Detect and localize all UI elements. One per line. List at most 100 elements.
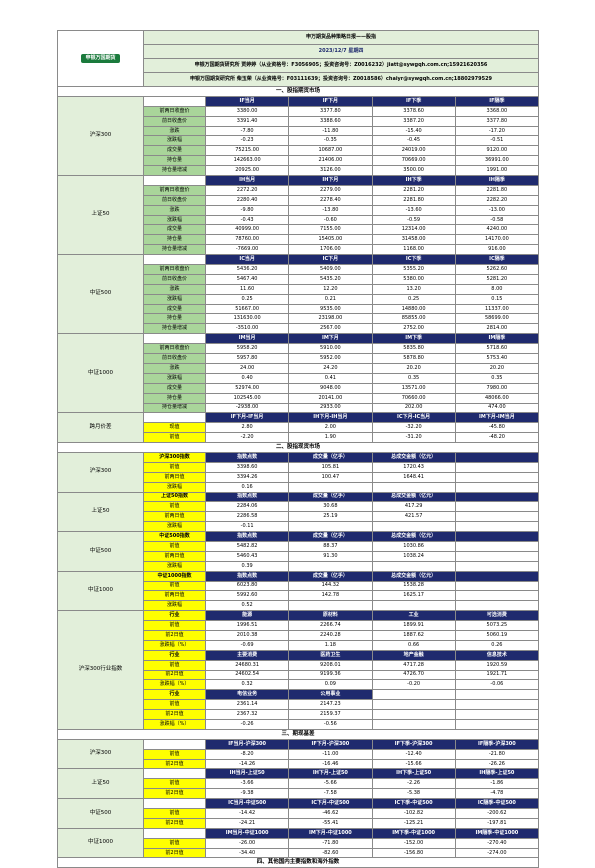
empty-cell: [143, 175, 206, 186]
value-cell: -0.56: [288, 719, 373, 730]
value-cell: -0.23: [204, 135, 290, 147]
value-cell: -7669.00: [204, 244, 290, 256]
row-label: 前2日值: [143, 629, 206, 641]
value-cell: 78760.00: [204, 234, 290, 246]
value-cell: -0.20: [371, 679, 456, 691]
row-label: 前两日收盘价: [143, 184, 206, 196]
block-label: 沪深300: [57, 95, 144, 177]
value-cell: 5380.00: [371, 273, 456, 285]
value-cell: -0.11: [204, 521, 290, 533]
value-cell: -14.42: [204, 808, 290, 819]
column-header: IM隔季-中证1000: [454, 827, 540, 839]
value-cell: 2272.20: [204, 184, 290, 196]
value-cell: 7155.00: [288, 224, 373, 236]
row-label: 持仓量: [143, 392, 206, 404]
column-header: 指数点数: [204, 491, 290, 503]
value-cell: -0.60: [288, 214, 373, 226]
value-cell: -3510.00: [204, 323, 290, 335]
table-row: 三、期现基差: [57, 728, 539, 740]
value-cell: 3387.20: [371, 115, 456, 127]
value-cell: -13.00: [454, 204, 540, 216]
block-label: 中证1000: [57, 570, 144, 612]
value-cell: -11.00: [288, 748, 373, 760]
value-cell: 100.47: [288, 471, 373, 483]
row-label: 前日收盘价: [143, 273, 206, 285]
table-row: 申银万国期货 申万期货品种策略日报——股指: [57, 30, 539, 87]
value-cell: 24680.31: [204, 659, 290, 671]
value-cell: 88.37: [288, 540, 373, 552]
value-cell: 48066.00: [454, 392, 540, 404]
value-cell: -11.80: [288, 125, 373, 137]
value-cell: 1899.91: [371, 620, 456, 631]
value-cell: 20141.00: [288, 392, 373, 404]
empty-cell: [371, 709, 456, 720]
section-title: 三、期现基差: [57, 728, 539, 740]
column-header: IF隔季: [454, 95, 540, 107]
value-cell: -0.06: [454, 679, 540, 691]
table-row: 前值 2361.14 2147.23: [58, 699, 540, 711]
table-row: 沪深300行业指数 行业 能源 原材料 工业 可选消费: [57, 610, 540, 730]
value-cell: 1625.17: [371, 590, 456, 602]
value-cell: 36991.00: [454, 155, 540, 167]
value-cell: 30.68: [288, 501, 373, 513]
value-cell: 1996.51: [204, 620, 290, 631]
column-header: 成交量（亿手）: [288, 531, 373, 542]
table-row: 四、其他国内主要指数和海外指数: [57, 857, 539, 868]
column-header: 指数点数: [204, 451, 290, 463]
value-cell: -24.21: [204, 817, 290, 829]
row-label: 前2日值: [143, 709, 206, 720]
report-title: 申万期货品种策略日报——股指: [143, 30, 539, 45]
row-label: 前值: [143, 778, 206, 790]
value-cell: 5073.25: [454, 620, 540, 631]
row-label: 前两日值: [143, 471, 206, 483]
table-row: 前日收盘价 5467.40 5435.20 5380.00 5281.20: [58, 273, 540, 285]
value-cell: 0.35: [371, 372, 456, 384]
column-header: 成交量（亿手）: [288, 491, 373, 503]
row-label: 成交量: [143, 382, 206, 394]
value-cell: -71.80: [288, 837, 373, 849]
empty-cell: [371, 699, 456, 711]
column-header: IC下季: [371, 254, 456, 266]
value-cell: 12.20: [288, 283, 373, 295]
row-label: 持仓量增减: [143, 165, 206, 177]
value-cell: 3126.00: [288, 165, 373, 177]
value-cell: 3368.00: [454, 105, 540, 117]
index-name: 沪深300指数: [143, 451, 206, 463]
row-label: 前两日值: [143, 590, 206, 602]
value-cell: 13.20: [371, 283, 456, 295]
page: 申银万国期货 申万期货品种策略日报——股指 2023/12/7 星期四 申银万国期货研…: [57, 30, 540, 868]
table-row: 2023/12/7 星期四: [58, 44, 539, 59]
empty-cell: [454, 481, 540, 493]
value-cell: -46.62: [288, 808, 373, 819]
value-cell: -16.46: [288, 758, 373, 770]
row-label: 涨跌幅: [143, 135, 206, 147]
value-cell: 2752.00: [371, 323, 456, 335]
column-header: IM下月-IM当月: [454, 412, 540, 424]
value-cell: 102545.00: [204, 392, 290, 404]
value-cell: 4240.00: [454, 224, 540, 236]
value-cell: 5878.80: [371, 353, 456, 364]
value-cell: 5718.60: [454, 343, 540, 355]
row-label: 现值: [143, 422, 206, 434]
block-label: 上证50: [57, 175, 144, 256]
value-cell: 1887.62: [371, 629, 456, 641]
value-cell: 2281.80: [371, 194, 456, 206]
table-row: 沪深300 沪深300指数 指数点数 成交量（亿手） 总成交金额（亿元）: [57, 451, 540, 493]
value-cell: -34.40: [204, 847, 290, 859]
empty-cell: [454, 719, 540, 730]
value-cell: 11337.00: [454, 303, 540, 315]
block-label: 沪深300: [57, 451, 144, 493]
value-cell: 5281.20: [454, 273, 540, 285]
value-cell: -17.20: [454, 125, 540, 137]
row-label: 前值: [143, 659, 206, 671]
value-cell: -0.45: [371, 135, 456, 147]
value-cell: 2286.58: [204, 511, 290, 523]
table-row: 一、股指期货市场: [57, 86, 539, 97]
value-cell: -2.20: [204, 432, 290, 444]
value-cell: -45.80: [454, 422, 540, 434]
value-cell: 0.41: [288, 372, 373, 384]
report-table: 申银万国期货 申万期货品种策略日报——股指 2023/12/7 星期四 申银万国期货研…: [57, 30, 540, 868]
value-cell: 52974.00: [204, 382, 290, 394]
value-cell: 5436.20: [204, 264, 290, 275]
column-header: IF当月-沪深300: [204, 738, 290, 750]
